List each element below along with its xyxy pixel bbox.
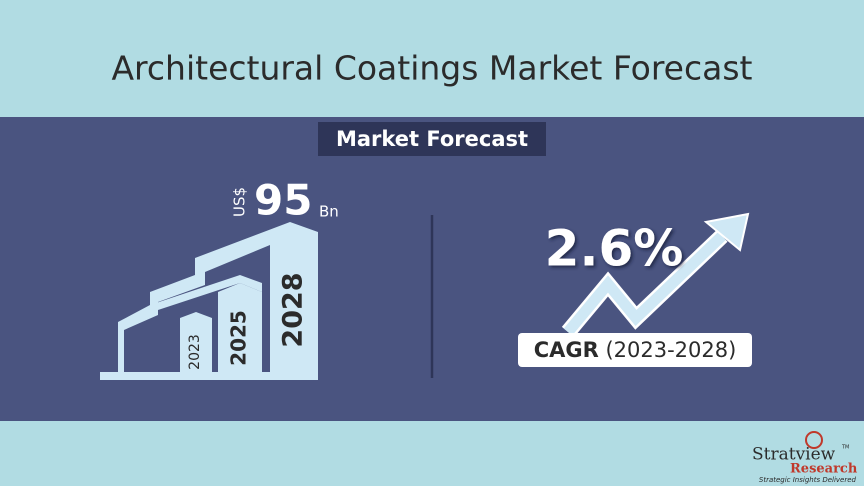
header-band xyxy=(0,0,864,117)
section-label: Market Forecast xyxy=(336,127,528,151)
year-label: 2025 xyxy=(227,310,251,366)
beam xyxy=(150,275,262,310)
growth-arrow xyxy=(561,212,750,338)
logo-trademark: TM xyxy=(841,445,849,451)
footer-band xyxy=(0,421,864,486)
building-2023 xyxy=(180,312,212,380)
unit: Bn xyxy=(319,203,339,221)
logo-sub: Research xyxy=(790,462,858,477)
cagr-period: (2023-2028) xyxy=(605,338,736,362)
cagr-caption: CAGR (2023-2028) xyxy=(534,338,737,362)
buildings xyxy=(100,222,318,380)
section-label-box xyxy=(318,122,546,156)
title: Architectural Coatings Market Forecast xyxy=(111,49,752,88)
logo-icon xyxy=(805,431,823,449)
year-label: 2023 xyxy=(187,334,203,370)
logo-name: Stratview xyxy=(752,445,836,465)
cagr-box xyxy=(518,333,752,367)
year-label: 2028 xyxy=(278,272,309,347)
cagr-value: 2.6% xyxy=(545,220,684,278)
logo: Stratview TM Research Strategic Insights… xyxy=(752,431,858,484)
currency: US$ xyxy=(231,187,249,217)
building-outline xyxy=(100,222,318,380)
building-2025 xyxy=(218,283,262,380)
cagr-label: CAGR xyxy=(534,338,599,362)
market-value: 95 xyxy=(254,176,312,225)
logo-tagline: Strategic Insights Delivered xyxy=(759,476,857,484)
